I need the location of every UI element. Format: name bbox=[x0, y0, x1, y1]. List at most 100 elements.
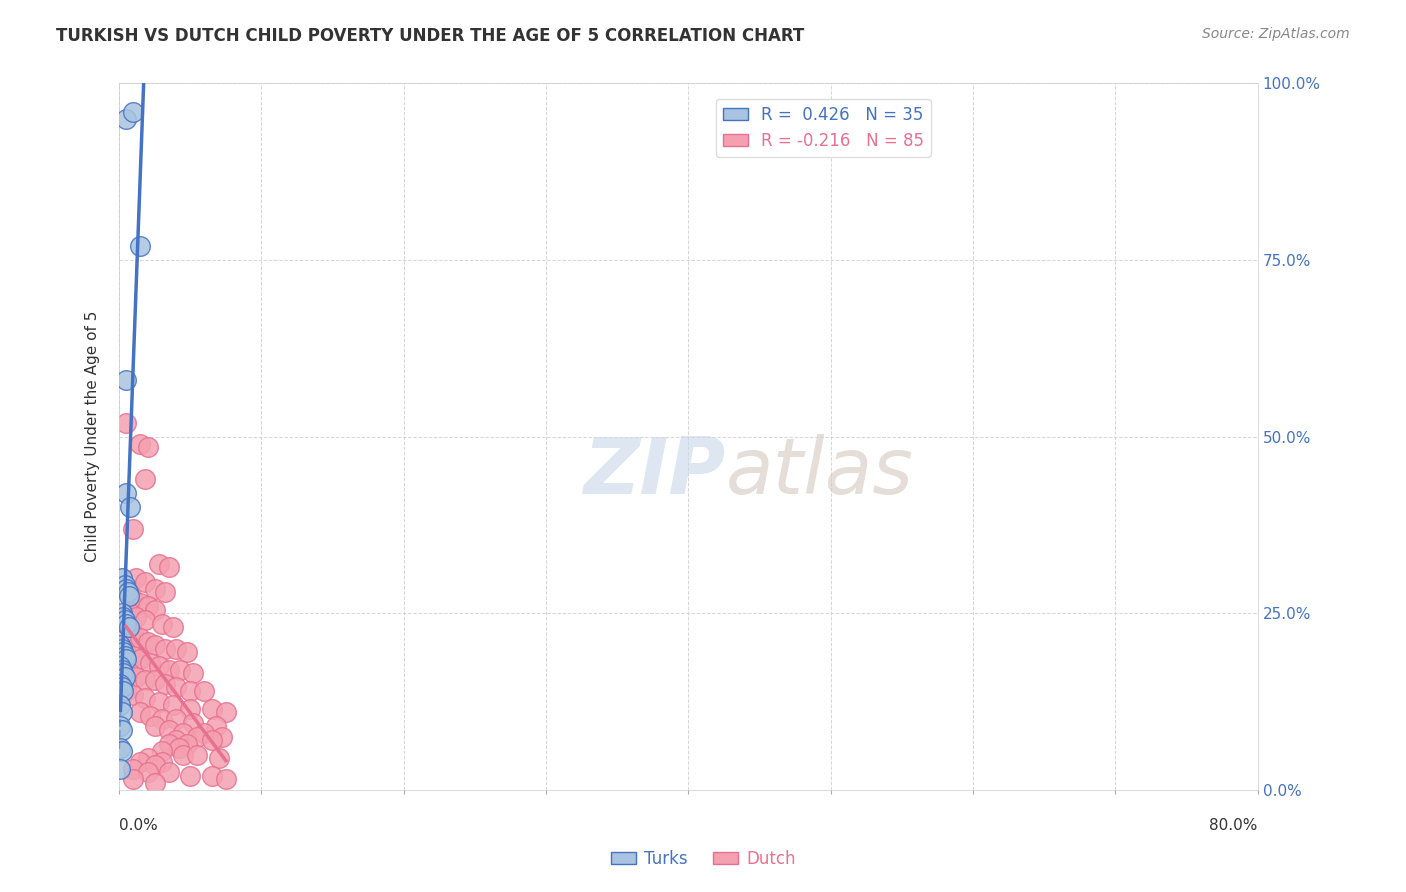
Point bbox=[129, 596, 152, 610]
Point bbox=[112, 645, 135, 659]
Legend: Turks, Dutch: Turks, Dutch bbox=[605, 844, 801, 875]
Point bbox=[181, 666, 204, 681]
Point bbox=[129, 652, 152, 666]
Text: TURKISH VS DUTCH CHILD POVERTY UNDER THE AGE OF 5 CORRELATION CHART: TURKISH VS DUTCH CHILD POVERTY UNDER THE… bbox=[56, 27, 804, 45]
Text: atlas: atlas bbox=[725, 434, 914, 510]
Point bbox=[136, 440, 159, 454]
Point bbox=[111, 571, 134, 585]
Point bbox=[200, 701, 222, 715]
Point bbox=[134, 673, 156, 688]
Point bbox=[115, 645, 138, 659]
Point bbox=[157, 723, 180, 737]
Point bbox=[169, 663, 191, 677]
Point bbox=[176, 645, 198, 659]
Point bbox=[148, 557, 170, 571]
Point bbox=[143, 603, 166, 617]
Point bbox=[114, 613, 136, 627]
Point bbox=[111, 663, 134, 677]
Text: 80.0%: 80.0% bbox=[1209, 818, 1258, 833]
Point bbox=[118, 589, 141, 603]
Point bbox=[122, 592, 145, 607]
Point bbox=[129, 631, 152, 645]
Point bbox=[186, 747, 208, 762]
Point bbox=[111, 641, 134, 656]
Legend: R =  0.426   N = 35, R = -0.216   N = 85: R = 0.426 N = 35, R = -0.216 N = 85 bbox=[716, 99, 931, 156]
Point bbox=[136, 634, 159, 648]
Point bbox=[114, 578, 136, 592]
Point bbox=[179, 684, 201, 698]
Point bbox=[181, 715, 204, 730]
Point bbox=[200, 769, 222, 783]
Point bbox=[157, 663, 180, 677]
Point bbox=[139, 708, 162, 723]
Point bbox=[165, 641, 187, 656]
Point bbox=[139, 656, 162, 670]
Point bbox=[122, 522, 145, 536]
Point bbox=[143, 582, 166, 596]
Point bbox=[148, 695, 170, 709]
Point bbox=[111, 607, 134, 621]
Point bbox=[150, 755, 173, 769]
Point bbox=[157, 560, 180, 574]
Point bbox=[122, 688, 145, 702]
Point bbox=[112, 684, 135, 698]
Point bbox=[125, 571, 148, 585]
Point bbox=[215, 772, 238, 787]
Point bbox=[122, 627, 145, 641]
Text: 0.0%: 0.0% bbox=[120, 818, 157, 833]
Point bbox=[115, 112, 138, 126]
Point bbox=[115, 373, 138, 387]
Point bbox=[115, 582, 138, 596]
Point bbox=[205, 719, 228, 733]
Point bbox=[134, 613, 156, 627]
Point bbox=[125, 670, 148, 684]
Point bbox=[162, 698, 184, 713]
Point bbox=[111, 705, 134, 719]
Point bbox=[148, 659, 170, 673]
Point bbox=[129, 705, 152, 719]
Point bbox=[114, 648, 136, 663]
Point bbox=[129, 436, 152, 450]
Point bbox=[117, 585, 139, 599]
Point bbox=[112, 666, 135, 681]
Point bbox=[120, 500, 142, 515]
Point bbox=[186, 730, 208, 744]
Point bbox=[114, 670, 136, 684]
Point bbox=[110, 698, 132, 713]
Point bbox=[120, 666, 142, 681]
Point bbox=[115, 616, 138, 631]
Point bbox=[157, 737, 180, 751]
Point bbox=[112, 610, 135, 624]
Point bbox=[143, 673, 166, 688]
Point bbox=[115, 486, 138, 500]
Point bbox=[111, 681, 134, 695]
Point bbox=[143, 758, 166, 772]
Point bbox=[125, 610, 148, 624]
Point bbox=[172, 726, 194, 740]
Point bbox=[110, 659, 132, 673]
Point bbox=[122, 648, 145, 663]
Point bbox=[153, 585, 176, 599]
Point bbox=[176, 737, 198, 751]
Point bbox=[115, 684, 138, 698]
Point bbox=[211, 730, 233, 744]
Point bbox=[150, 616, 173, 631]
Point bbox=[136, 751, 159, 765]
Point bbox=[110, 719, 132, 733]
Point bbox=[115, 416, 138, 430]
Point bbox=[134, 574, 156, 589]
Point bbox=[129, 755, 152, 769]
Point bbox=[193, 726, 215, 740]
Point bbox=[122, 762, 145, 776]
Point bbox=[111, 723, 134, 737]
Point bbox=[165, 733, 187, 747]
Point bbox=[143, 719, 166, 733]
Point bbox=[167, 740, 190, 755]
Point bbox=[122, 772, 145, 787]
Point bbox=[143, 776, 166, 790]
Point bbox=[150, 744, 173, 758]
Point bbox=[153, 641, 176, 656]
Y-axis label: Child Poverty Under the Age of 5: Child Poverty Under the Age of 5 bbox=[86, 311, 100, 562]
Point bbox=[150, 712, 173, 726]
Point bbox=[157, 765, 180, 780]
